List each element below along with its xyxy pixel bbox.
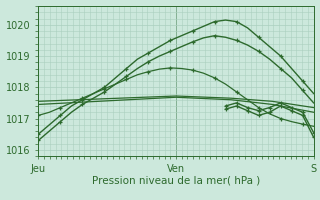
X-axis label: Pression niveau de la mer( hPa ): Pression niveau de la mer( hPa ) xyxy=(92,175,260,185)
